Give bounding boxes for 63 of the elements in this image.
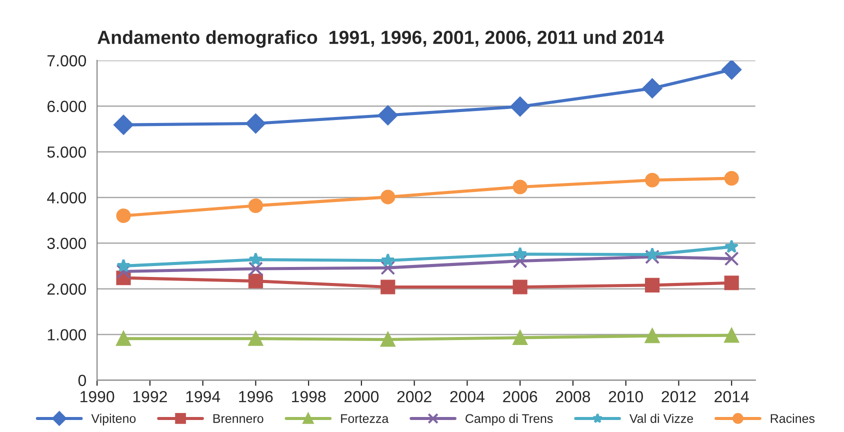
point <box>724 328 739 343</box>
point <box>380 260 396 276</box>
x-tick-label: 1996 <box>239 391 273 402</box>
y-tick-label: 6.000 <box>47 100 86 112</box>
point <box>644 278 660 292</box>
point <box>644 328 660 344</box>
point <box>378 105 398 126</box>
x-tick-label: 1994 <box>186 391 220 402</box>
x-tick-label: 2010 <box>608 391 643 402</box>
point <box>644 250 660 264</box>
point <box>510 96 530 116</box>
legend-label: Fortezza <box>341 414 389 423</box>
x-tick-label: 2014 <box>714 391 749 402</box>
point <box>644 172 660 188</box>
legend-label: Vipiteno <box>91 414 136 426</box>
legend-label: Racines <box>770 414 815 423</box>
point <box>248 274 263 288</box>
x-tick-label: 2002 <box>397 391 432 402</box>
x-tick-label: 1992 <box>133 391 167 402</box>
y-tick-label: 5.000 <box>47 146 86 158</box>
x-tick-label: 2000 <box>344 391 379 402</box>
x-tick-label: 1998 <box>292 391 326 402</box>
point <box>116 331 131 346</box>
y-tick-label: 4.000 <box>47 192 86 204</box>
x-tick-label: 1990 <box>80 391 114 402</box>
point <box>114 114 134 135</box>
legend-label: Brennero <box>213 414 264 423</box>
y-tick-label: 3.000 <box>47 238 86 250</box>
point <box>380 332 396 347</box>
point <box>512 330 528 345</box>
point <box>248 261 263 276</box>
point <box>512 254 528 268</box>
x-tick-label: 2012 <box>662 391 696 402</box>
x-tick-label: 2006 <box>503 391 538 402</box>
chart-title: Andamento demografico 1991, 1996, 2001, 2006, 2011 und 2014 <box>98 30 664 48</box>
y-tick-label: 2.000 <box>47 283 86 295</box>
point <box>116 264 131 279</box>
point <box>380 280 396 294</box>
point <box>642 78 662 98</box>
point <box>724 171 739 186</box>
point <box>246 114 266 134</box>
y-tick-label: 1.000 <box>48 329 86 340</box>
point <box>380 253 395 267</box>
x-tick-label: 2008 <box>556 391 590 402</box>
point <box>724 240 739 253</box>
legend-label: Val di Vizze <box>629 414 694 423</box>
x-tick-label: 2004 <box>450 391 484 402</box>
point <box>248 252 263 266</box>
legend-label: Campo di Trens <box>466 414 553 426</box>
point <box>512 280 528 294</box>
y-tick-label: 0 <box>78 374 86 386</box>
point <box>380 190 396 204</box>
point <box>248 331 263 346</box>
point <box>645 247 660 261</box>
point <box>724 251 739 266</box>
point <box>724 276 739 290</box>
point <box>248 198 263 213</box>
point <box>513 246 528 260</box>
y-tick-label: 7.000 <box>47 55 86 66</box>
point <box>722 60 742 80</box>
point <box>116 258 130 272</box>
point <box>512 180 528 194</box>
point <box>116 208 131 224</box>
